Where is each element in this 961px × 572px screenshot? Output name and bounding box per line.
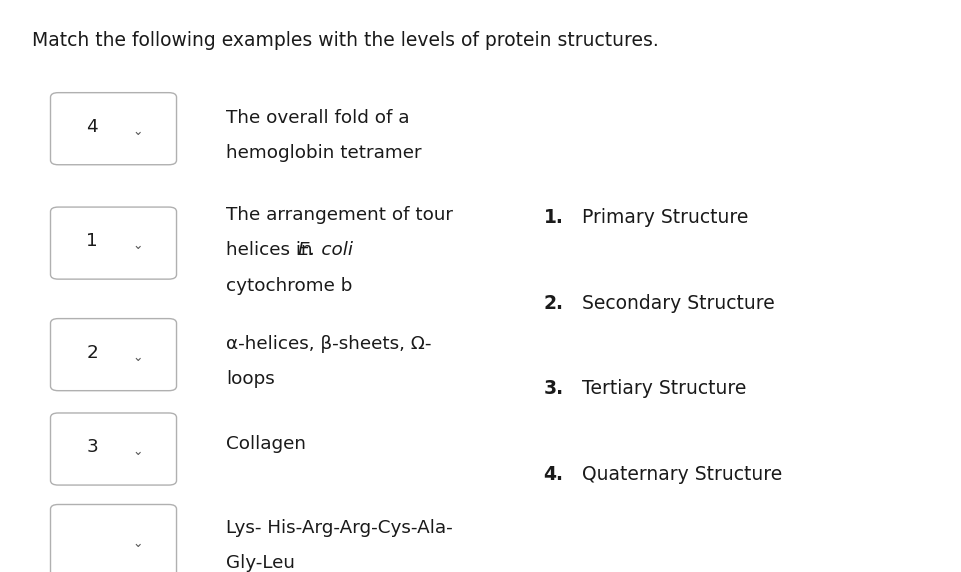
Text: ⌄: ⌄ [133, 125, 142, 138]
Text: helices in: helices in [226, 241, 318, 259]
FancyBboxPatch shape [50, 505, 177, 572]
Text: 3.: 3. [543, 379, 563, 399]
Text: 2.: 2. [543, 293, 563, 313]
Text: loops: loops [226, 370, 275, 388]
Text: Collagen: Collagen [226, 435, 306, 452]
Text: The arrangement of tour: The arrangement of tour [226, 206, 453, 224]
Text: Tertiary Structure: Tertiary Structure [581, 379, 746, 399]
Text: 4.: 4. [543, 465, 563, 484]
Text: E. coli: E. coli [298, 241, 353, 259]
Text: Gly-Leu: Gly-Leu [226, 554, 295, 572]
Text: Quaternary Structure: Quaternary Structure [581, 465, 781, 484]
Text: Lys- His-Arg-Arg-Cys-Ala-: Lys- His-Arg-Arg-Cys-Ala- [226, 519, 453, 537]
FancyBboxPatch shape [50, 319, 177, 391]
Text: 1: 1 [86, 232, 98, 251]
Text: ⌄: ⌄ [133, 446, 142, 458]
Text: 2: 2 [86, 344, 98, 362]
Text: 3: 3 [86, 438, 98, 456]
Text: α-helices, β-sheets, Ω-: α-helices, β-sheets, Ω- [226, 335, 431, 352]
Text: ⌄: ⌄ [133, 351, 142, 364]
Text: 1.: 1. [543, 208, 563, 227]
Text: The overall fold of a: The overall fold of a [226, 109, 409, 126]
FancyBboxPatch shape [50, 413, 177, 485]
Text: Primary Structure: Primary Structure [581, 208, 748, 227]
Text: ⌄: ⌄ [133, 240, 142, 252]
Text: hemoglobin tetramer: hemoglobin tetramer [226, 144, 421, 162]
Text: Match the following examples with the levels of protein structures.: Match the following examples with the le… [32, 31, 658, 50]
FancyBboxPatch shape [50, 93, 177, 165]
Text: cytochrome b: cytochrome b [226, 277, 352, 295]
Text: Secondary Structure: Secondary Structure [581, 293, 774, 313]
Text: 4: 4 [86, 118, 98, 136]
FancyBboxPatch shape [50, 207, 177, 279]
Text: ⌄: ⌄ [133, 537, 142, 550]
